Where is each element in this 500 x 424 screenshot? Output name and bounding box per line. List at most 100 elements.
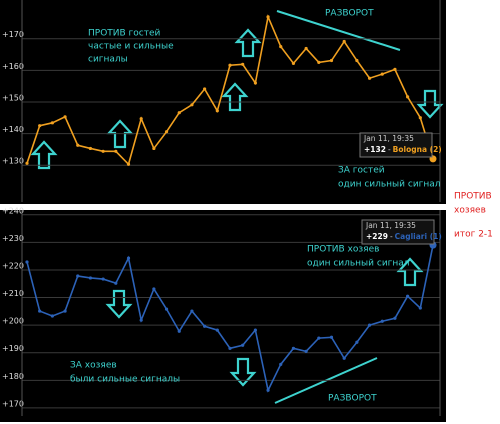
point-marker	[164, 307, 169, 311]
point-marker	[342, 356, 346, 360]
tooltip-box	[361, 219, 435, 245]
point-marker	[355, 58, 359, 63]
tooltip-name: Cagliari (1)	[395, 232, 442, 241]
point-marker	[393, 67, 397, 71]
y-tick-label: +140	[2, 125, 24, 134]
annotation: ЗА хозяев	[70, 361, 117, 371]
y-tick-label: +220	[2, 261, 24, 270]
tooltip: Jan 11, 19:35 +132- Bologna (2)	[359, 132, 442, 158]
point-marker	[253, 328, 257, 332]
point-marker	[88, 276, 93, 280]
point-marker	[393, 316, 397, 320]
point-marker	[253, 81, 257, 85]
point-marker	[38, 124, 42, 128]
point-marker	[76, 143, 80, 147]
point-marker	[266, 15, 270, 19]
point-marker	[367, 76, 372, 80]
point-marker	[342, 39, 346, 44]
point-marker	[304, 46, 308, 51]
point-marker	[266, 388, 270, 392]
point-marker	[418, 116, 422, 120]
y-tick-label: +160	[2, 62, 24, 71]
annotation: один сильный сигнал	[338, 180, 441, 190]
annotation: ЗА гостей	[338, 166, 385, 176]
point-marker	[317, 60, 321, 65]
point-marker	[380, 319, 384, 323]
point-marker	[177, 111, 181, 115]
point-marker	[152, 146, 156, 151]
point-marker	[329, 58, 334, 63]
point-marker	[241, 62, 245, 66]
point-marker	[38, 309, 42, 313]
side-note: хозяев	[454, 206, 486, 216]
tooltip-value-label: +132	[364, 145, 386, 154]
point-marker	[101, 277, 105, 281]
point-marker	[215, 328, 219, 332]
point-marker	[139, 318, 143, 322]
point-marker	[126, 256, 131, 260]
point-marker	[355, 340, 359, 344]
point-marker	[228, 63, 232, 67]
annotation: частые и сильные	[88, 42, 174, 52]
point-marker	[190, 309, 194, 313]
point-marker	[25, 161, 29, 165]
tooltip-date: Jan 11, 19:35	[365, 221, 416, 230]
point-marker	[139, 117, 143, 121]
point-marker	[279, 44, 283, 49]
y-tick-label: +230	[2, 234, 24, 243]
y-tick-label: +170	[2, 30, 24, 39]
point-marker	[367, 323, 372, 327]
point-marker	[50, 314, 54, 318]
point-marker	[203, 87, 207, 91]
point-marker	[126, 162, 131, 166]
y-tick-label: +150	[2, 93, 24, 102]
point-marker	[152, 287, 156, 291]
tooltip-date: Jan 11, 19:35	[363, 134, 414, 143]
tooltip-box	[359, 132, 433, 158]
point-marker	[406, 95, 410, 99]
annotation: были сильные сигналы	[70, 375, 180, 385]
y-tick-label: +200	[2, 317, 24, 326]
point-marker	[190, 103, 194, 107]
point-marker	[304, 349, 308, 353]
point-marker	[114, 281, 118, 285]
point-marker	[88, 146, 93, 151]
point-marker	[164, 130, 169, 134]
point-marker	[50, 121, 54, 125]
point-marker	[228, 346, 232, 350]
y-tick-label: +240	[2, 206, 24, 215]
annotation: РАЗВОРОТ	[328, 394, 377, 404]
point-marker	[406, 294, 410, 298]
y-tick-label: +130	[2, 157, 24, 166]
point-marker	[418, 306, 422, 310]
point-marker	[329, 335, 334, 339]
point-marker	[241, 343, 245, 347]
tooltip-name: Bologna (2)	[393, 145, 442, 154]
y-tick-label: +180	[2, 372, 24, 381]
tooltip-sep: -	[388, 145, 391, 154]
point-marker	[114, 149, 118, 153]
point-marker	[380, 72, 384, 76]
y-tick-label: +170	[2, 399, 24, 408]
y-tick-label: +210	[2, 289, 24, 298]
trend-line	[276, 10, 401, 51]
annotation: один сильный сигнал	[307, 259, 410, 269]
point-marker	[317, 336, 321, 340]
point-marker	[215, 109, 219, 113]
point-marker	[291, 61, 296, 65]
point-marker	[25, 260, 29, 264]
point-marker	[177, 329, 181, 333]
point-marker	[76, 274, 80, 278]
tooltip-value: +132- Bologna (2)	[364, 145, 442, 154]
tooltip-value: +229- Cagliari (1)	[366, 232, 442, 241]
annotation: РАЗВОРОТ	[325, 9, 374, 19]
side-note: ПРОТИВ	[454, 192, 492, 202]
point-marker	[279, 362, 283, 366]
point-marker	[203, 324, 207, 328]
tooltip: Jan 11, 19:35 +229- Cagliari (1)	[361, 219, 442, 245]
point-marker	[63, 115, 67, 119]
panel-2	[0, 210, 446, 422]
point-marker	[101, 149, 105, 153]
annotation: ПРОТИВ гостей	[88, 29, 161, 39]
